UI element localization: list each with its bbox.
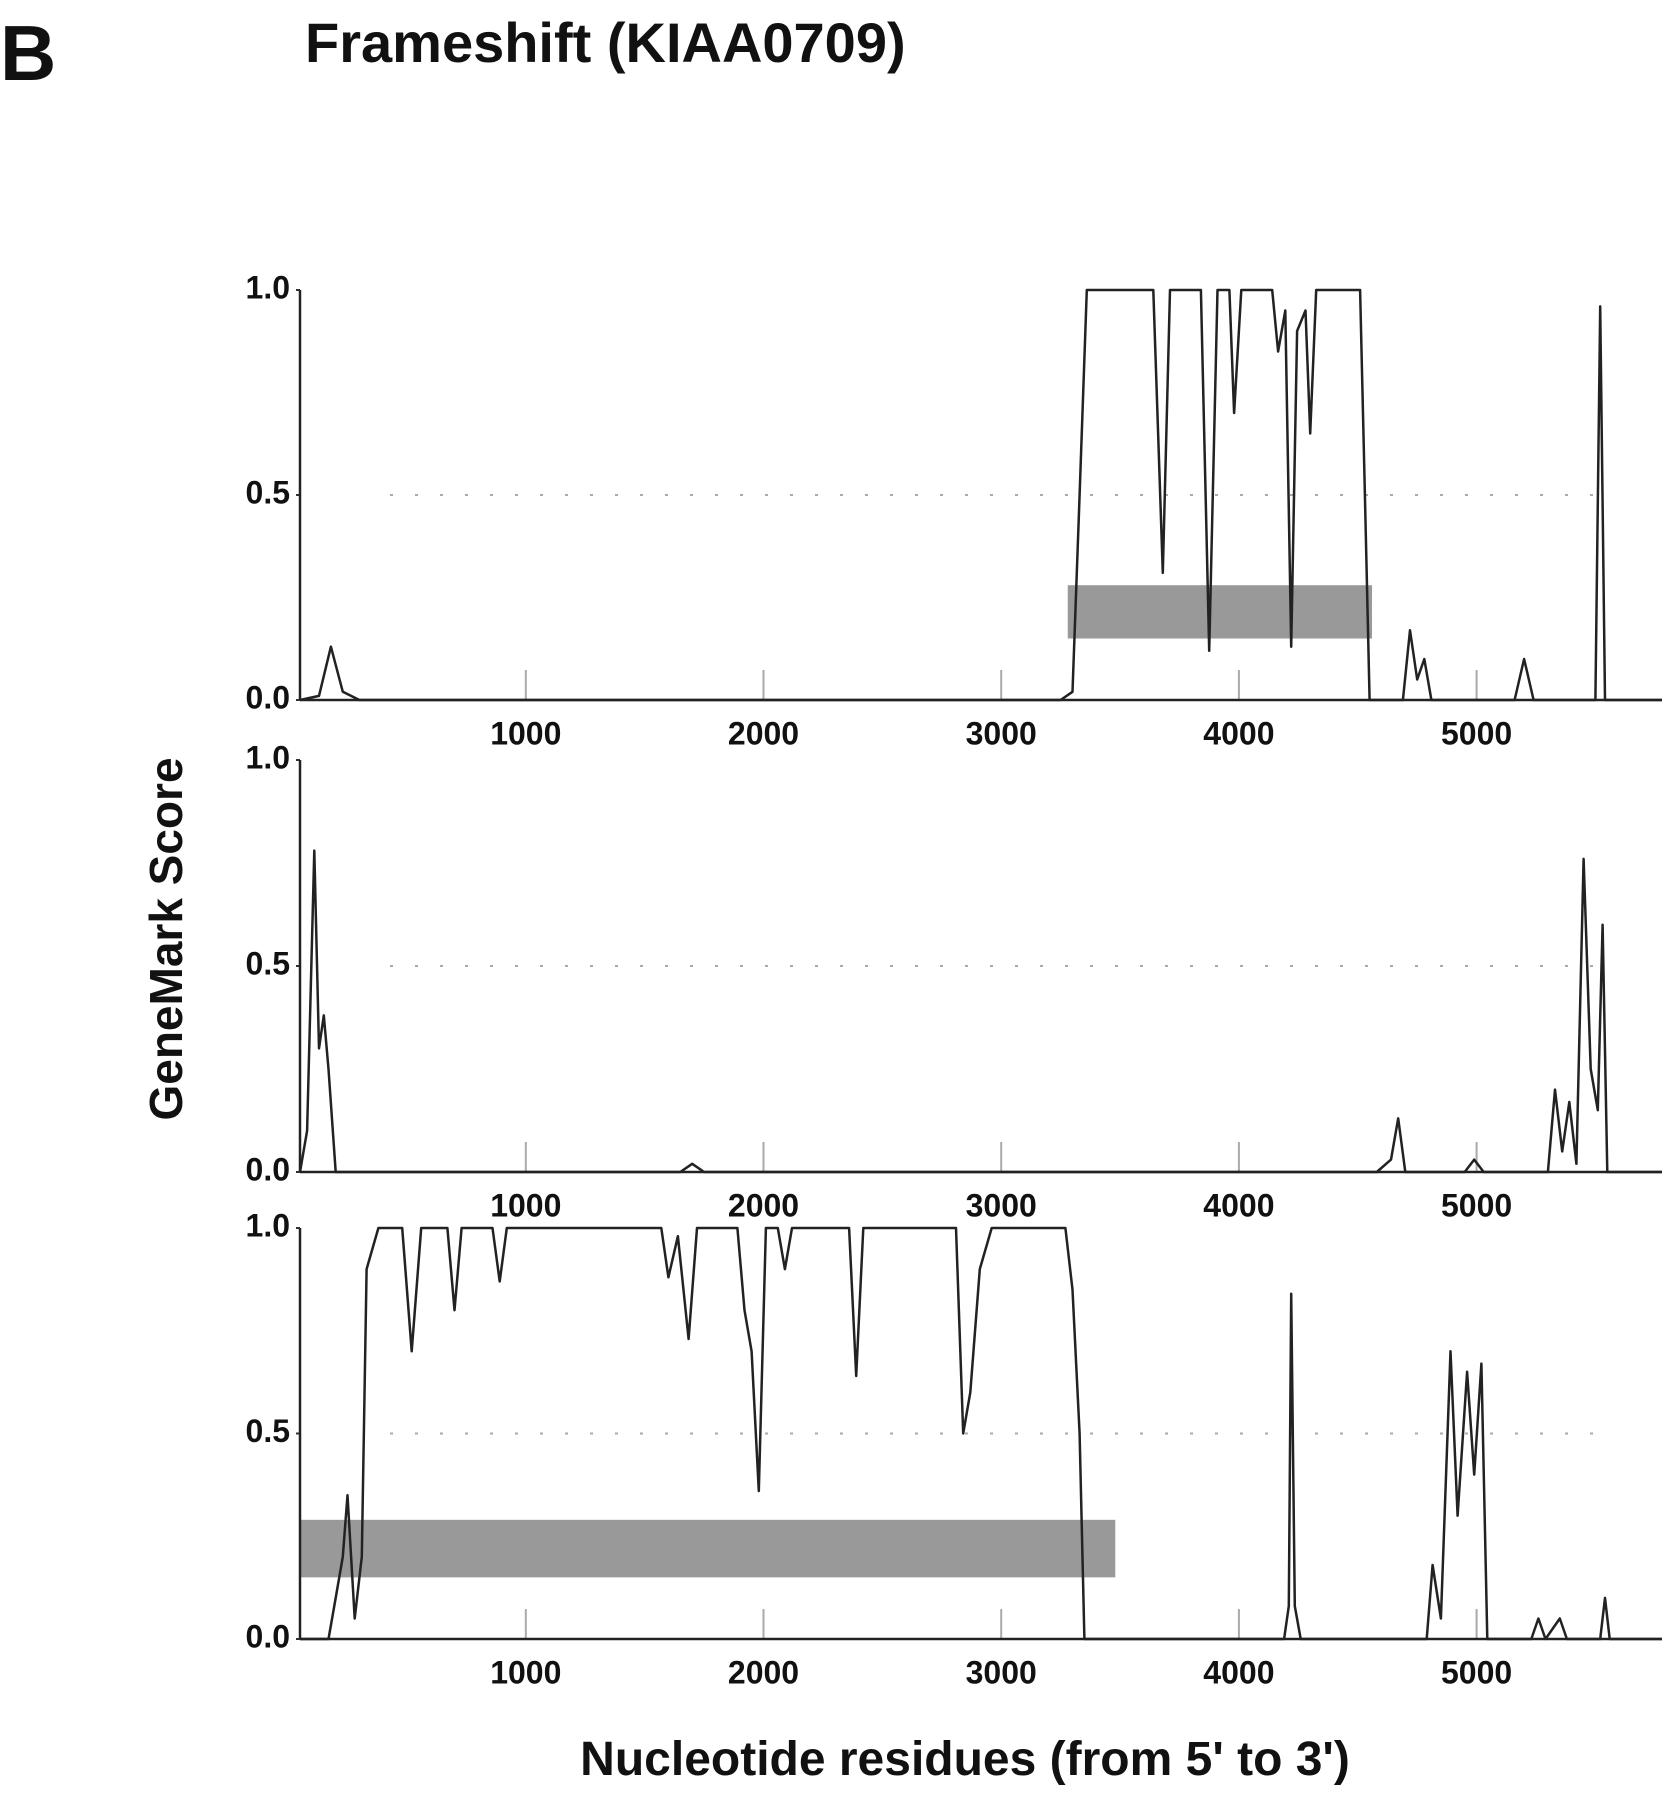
x-tick-label: 3000 bbox=[966, 1187, 1037, 1223]
y-tick-label: 1.0 bbox=[246, 269, 290, 305]
y-tick-label: 0.0 bbox=[246, 679, 290, 715]
y-axis-label: GeneMark Score bbox=[140, 757, 192, 1120]
y-tick-label: 1.0 bbox=[246, 1207, 290, 1243]
x-tick-label: 2000 bbox=[728, 1654, 799, 1690]
x-tick-label: 1000 bbox=[490, 1654, 561, 1690]
score-line bbox=[299, 288, 1662, 702]
y-tick-label: 1.0 bbox=[246, 739, 290, 775]
score-line bbox=[300, 1226, 1662, 1641]
x-tick-label: 2000 bbox=[728, 715, 799, 751]
y-tick-label: 0.0 bbox=[246, 1618, 290, 1654]
x-tick-label: 5000 bbox=[1441, 715, 1512, 751]
x-tick-label: 4000 bbox=[1203, 715, 1274, 751]
panel-label: B bbox=[0, 9, 56, 97]
x-tick-label: 5000 bbox=[1441, 1187, 1512, 1223]
x-tick-label: 1000 bbox=[490, 1187, 561, 1223]
x-tick-label: 3000 bbox=[966, 715, 1037, 751]
x-axis-label: Nucleotide residues (from 5' to 3') bbox=[580, 1733, 1350, 1786]
x-tick-label: 4000 bbox=[1203, 1654, 1274, 1690]
x-tick-label: 5000 bbox=[1441, 1654, 1512, 1690]
y-tick-label: 0.5 bbox=[246, 474, 290, 510]
y-tick-label: 0.0 bbox=[246, 1151, 290, 1187]
x-tick-label: 4000 bbox=[1203, 1187, 1274, 1223]
orf-bar bbox=[300, 1519, 1116, 1578]
orf-bar bbox=[1067, 585, 1373, 639]
y-tick-label: 0.5 bbox=[246, 1413, 290, 1449]
x-tick-label: 2000 bbox=[728, 1187, 799, 1223]
figure-title: Frameshift (KIAA0709) bbox=[305, 11, 906, 74]
x-tick-label: 3000 bbox=[966, 1654, 1037, 1690]
score-line bbox=[298, 849, 1662, 1174]
y-tick-label: 0.5 bbox=[246, 945, 290, 981]
x-tick-label: 1000 bbox=[490, 715, 561, 751]
